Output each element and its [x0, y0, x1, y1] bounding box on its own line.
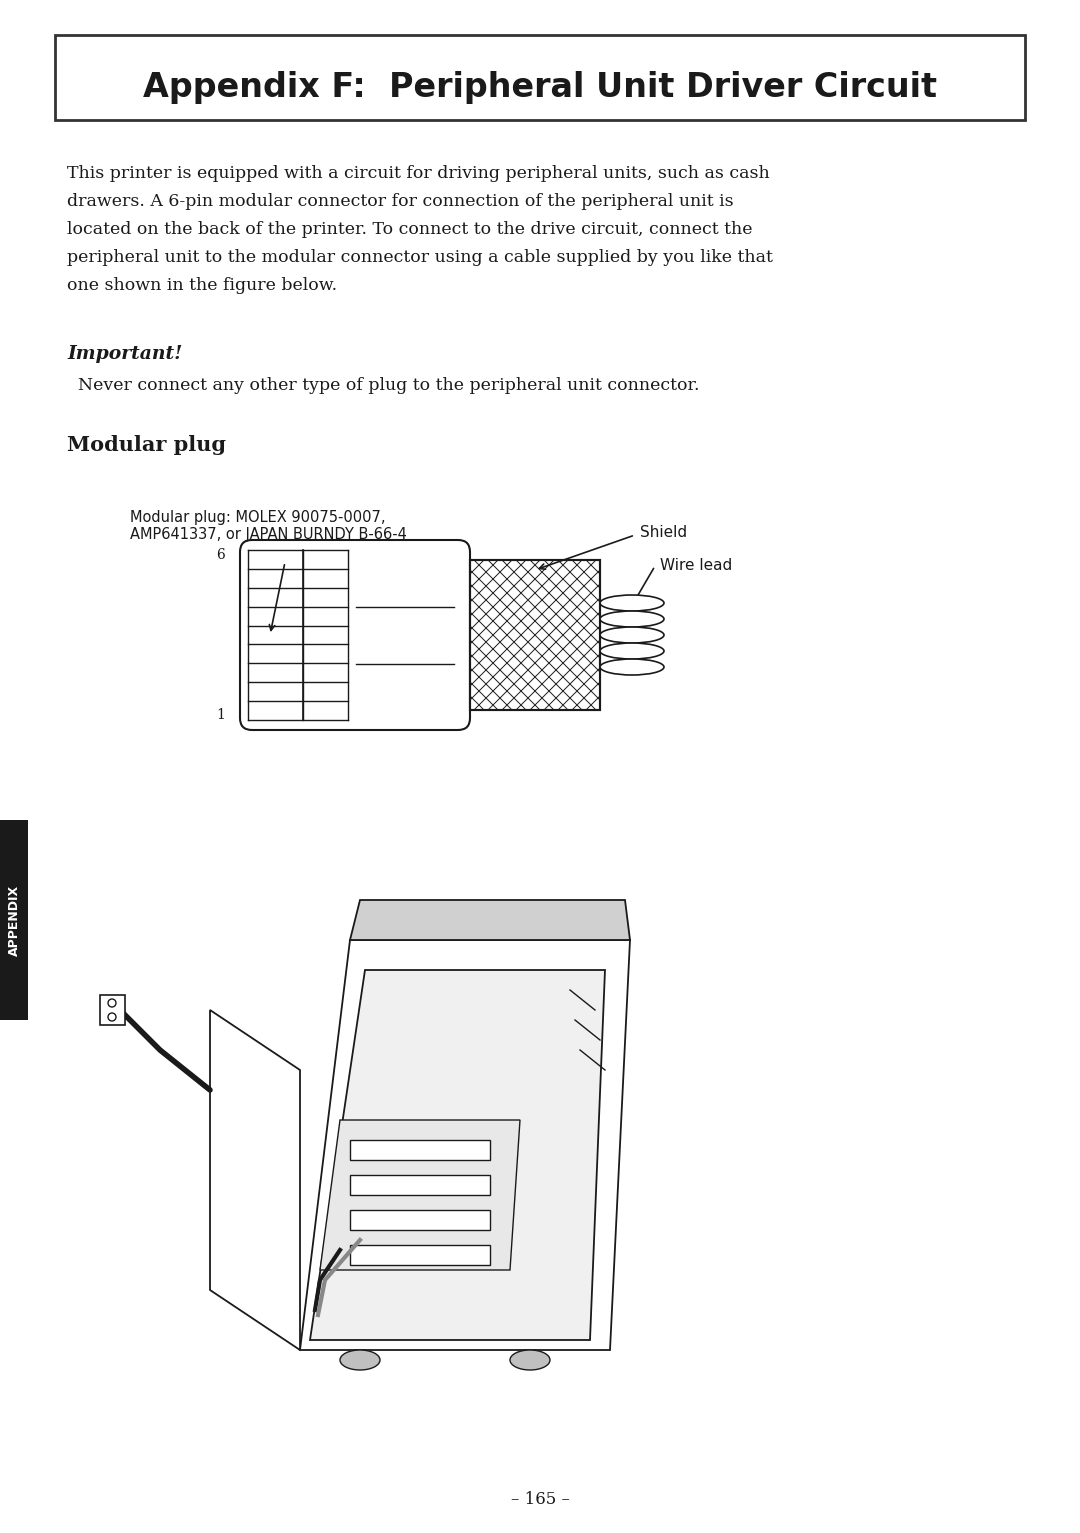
Text: – 165 –: – 165 –: [511, 1492, 569, 1508]
Polygon shape: [310, 970, 605, 1340]
Text: This printer is equipped with a circuit for driving peripheral units, such as ca: This printer is equipped with a circuit …: [67, 166, 770, 182]
Text: APPENDIX: APPENDIX: [8, 885, 21, 955]
Polygon shape: [350, 900, 630, 940]
Text: Appendix F:  Peripheral Unit Driver Circuit: Appendix F: Peripheral Unit Driver Circu…: [143, 72, 937, 104]
Bar: [350, 1245, 490, 1265]
Bar: [350, 1174, 490, 1196]
Text: one shown in the figure below.: one shown in the figure below.: [67, 277, 337, 294]
Bar: [0, 820, 28, 1019]
Text: 1: 1: [216, 708, 225, 722]
Polygon shape: [210, 1010, 300, 1351]
Text: located on the back of the printer. To connect to the drive circuit, connect the: located on the back of the printer. To c…: [67, 221, 753, 238]
Text: Wire lead: Wire lead: [660, 558, 732, 573]
Polygon shape: [320, 1121, 519, 1269]
Ellipse shape: [340, 1351, 380, 1371]
Text: drawers. A 6-pin modular connector for connection of the peripheral unit is: drawers. A 6-pin modular connector for c…: [67, 193, 733, 210]
FancyBboxPatch shape: [240, 540, 470, 730]
Bar: [350, 1141, 490, 1160]
Text: Modular plug: Modular plug: [67, 435, 226, 455]
Text: peripheral unit to the modular connector using a cable supplied by you like that: peripheral unit to the modular connector…: [67, 248, 773, 267]
Ellipse shape: [600, 659, 664, 675]
Bar: [100, 995, 125, 1026]
Circle shape: [108, 1000, 116, 1007]
Text: Important!: Important!: [67, 345, 183, 363]
FancyBboxPatch shape: [55, 35, 1025, 120]
Ellipse shape: [600, 642, 664, 659]
Bar: [470, 560, 600, 710]
Polygon shape: [300, 940, 630, 1351]
Bar: [470, 560, 600, 710]
Ellipse shape: [600, 595, 664, 612]
Ellipse shape: [600, 612, 664, 627]
Text: Modular plug: MOLEX 90075-0007,
AMP641337, or JAPAN BURNDY B-66-4: Modular plug: MOLEX 90075-0007, AMP64133…: [130, 510, 407, 543]
Text: Shield: Shield: [640, 524, 687, 540]
Text: 6: 6: [216, 547, 225, 563]
Ellipse shape: [510, 1351, 550, 1371]
Ellipse shape: [600, 627, 664, 642]
Text: Never connect any other type of plug to the peripheral unit connector.: Never connect any other type of plug to …: [67, 377, 700, 394]
Bar: [350, 1210, 490, 1229]
Circle shape: [108, 1013, 116, 1021]
